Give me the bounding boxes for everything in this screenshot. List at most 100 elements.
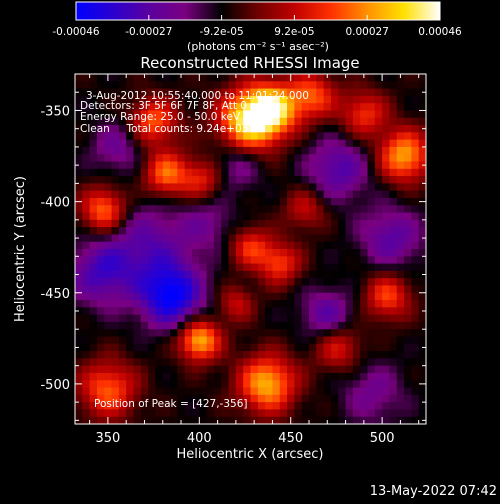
heatmap-cell [162, 183, 171, 192]
heatmap-cell [411, 197, 420, 206]
heatmap-cell [162, 270, 171, 279]
heatmap-cell [104, 103, 112, 111]
heatmap-cell [162, 416, 171, 425]
heatmap-cell [206, 409, 215, 418]
heatmap-cell [148, 285, 156, 294]
heatmap-cell [170, 285, 178, 294]
heatmap-cell [367, 351, 376, 359]
heatmap-cell [257, 125, 266, 133]
heatmap-cell [104, 154, 112, 162]
heatmap-cell [155, 176, 164, 184]
heatmap-cell [221, 270, 229, 279]
heatmap-cell [235, 132, 244, 141]
heatmap-cell [126, 125, 134, 133]
heatmap-cell [352, 351, 361, 359]
heatmap-cell [162, 402, 171, 410]
heatmap-cell [206, 307, 215, 316]
heatmap-cell [330, 161, 339, 170]
heatmap-cell [323, 197, 332, 206]
heatmap-cell [257, 300, 266, 308]
heatmap-cell [75, 351, 83, 359]
heatmap-cell [287, 336, 295, 345]
heatmap-cell [133, 321, 142, 330]
heatmap-cell [257, 197, 266, 206]
heatmap-cell [162, 249, 171, 257]
heatmap-cell [243, 132, 251, 141]
heatmap-cell [389, 241, 398, 250]
heatmap-cell [96, 249, 105, 257]
heatmap-cell [75, 278, 83, 286]
heatmap-cell [404, 270, 412, 279]
heatmap-cell [89, 365, 98, 374]
heatmap-cell [82, 88, 91, 97]
heatmap-cell [89, 241, 98, 250]
heatmap-cell [294, 190, 303, 199]
heatmap-cell [118, 263, 127, 272]
heatmap-cell [221, 227, 229, 235]
heatmap-cell [374, 146, 383, 155]
heatmap-cell [155, 132, 164, 141]
heatmap-cell [257, 351, 266, 359]
heatmap-cell [352, 212, 361, 221]
heatmap-cell [118, 387, 127, 396]
heatmap-cell [345, 409, 354, 418]
heatmap-cell [367, 314, 376, 323]
heatmap-cell [352, 161, 361, 170]
heatmap-cell [170, 358, 178, 367]
heatmap-cell [118, 416, 127, 425]
heatmap-cell [287, 205, 295, 213]
heatmap-cell [228, 132, 237, 141]
heatmap-cell [155, 74, 164, 82]
heatmap-cell [250, 205, 259, 213]
heatmap-cell [162, 394, 171, 403]
heatmap-cell [148, 234, 156, 243]
heatmap-cell [301, 329, 310, 337]
heatmap-cell [272, 365, 281, 374]
heatmap-cell [250, 95, 259, 104]
heatmap-cell [162, 380, 171, 388]
heatmap-cell [265, 197, 273, 206]
heatmap-cell [213, 110, 222, 119]
heatmap-cell [140, 329, 149, 337]
heatmap-cell [389, 88, 398, 97]
heatmap-cell [89, 402, 98, 410]
heatmap-cell [235, 249, 244, 257]
heatmap-cell [184, 197, 193, 206]
heatmap-cell [206, 146, 215, 155]
heatmap-cell [228, 197, 237, 206]
heatmap-cell [75, 292, 83, 301]
heatmap-cell [404, 190, 412, 199]
heatmap-cell [257, 387, 266, 396]
heatmap-cell [104, 197, 112, 206]
heatmap-cell [352, 300, 361, 308]
heatmap-cell [316, 285, 325, 294]
heatmap-cell [257, 205, 266, 213]
heatmap-cell [96, 219, 105, 228]
heatmap-cell [148, 95, 156, 104]
heatmap-cell [192, 300, 200, 308]
heatmap-cell [309, 95, 317, 104]
heatmap-cell [382, 212, 390, 221]
heatmap-cell [279, 278, 288, 286]
heatmap-cell [177, 241, 186, 250]
heatmap-cell [345, 416, 354, 425]
heatmap-cell [316, 351, 325, 359]
heatmap-cell [148, 416, 156, 425]
heatmap-cell [96, 212, 105, 221]
heatmap-cell [257, 74, 266, 82]
heatmap-cell [287, 125, 295, 133]
heatmap-cell [184, 176, 193, 184]
heatmap-cell [140, 81, 149, 89]
heatmap-cell [89, 285, 98, 294]
heatmap-cell [96, 416, 105, 425]
heatmap-cell [323, 314, 332, 323]
heatmap-cell [294, 241, 303, 250]
heatmap-cell [352, 197, 361, 206]
heatmap-cell [184, 190, 193, 199]
heatmap-cell [96, 314, 105, 323]
heatmap-cell [104, 88, 112, 97]
heatmap-cell [206, 380, 215, 388]
heatmap-cell [374, 256, 383, 264]
heatmap-cell [323, 125, 332, 133]
heatmap-cell [111, 256, 120, 264]
